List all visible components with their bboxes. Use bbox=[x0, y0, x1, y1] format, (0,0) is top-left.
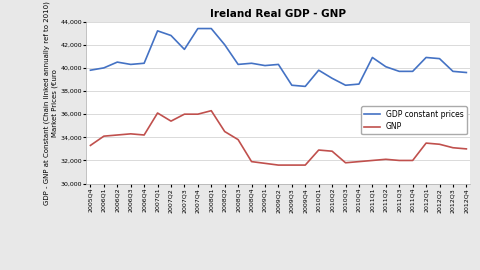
Line: GDP constant prices: GDP constant prices bbox=[90, 29, 467, 86]
GDP constant prices bbox=[114, 60, 120, 64]
GDP constant prices bbox=[316, 69, 322, 72]
GDP constant prices bbox=[141, 62, 147, 65]
GDP constant prices bbox=[343, 84, 348, 87]
GNP bbox=[396, 159, 402, 162]
GDP constant prices bbox=[249, 62, 254, 65]
GNP bbox=[249, 160, 254, 163]
GNP bbox=[141, 133, 147, 137]
GDP constant prices bbox=[370, 56, 375, 59]
GNP bbox=[262, 162, 268, 165]
GNP bbox=[128, 132, 133, 136]
GDP constant prices bbox=[396, 70, 402, 73]
GDP constant prices bbox=[262, 64, 268, 67]
GNP bbox=[114, 133, 120, 137]
GDP constant prices bbox=[464, 71, 469, 74]
GNP bbox=[329, 150, 335, 153]
GDP constant prices bbox=[87, 69, 93, 72]
GDP constant prices bbox=[289, 84, 295, 87]
GDP constant prices bbox=[329, 77, 335, 80]
GNP bbox=[276, 163, 281, 167]
GNP bbox=[222, 130, 228, 133]
GNP bbox=[316, 148, 322, 152]
GDP constant prices bbox=[155, 29, 160, 32]
GNP bbox=[101, 134, 107, 138]
GDP constant prices bbox=[423, 56, 429, 59]
Legend: GDP constant prices, GNP: GDP constant prices, GNP bbox=[361, 106, 467, 134]
GNP bbox=[383, 158, 389, 161]
GNP bbox=[181, 113, 187, 116]
GNP bbox=[356, 160, 362, 163]
Line: GNP: GNP bbox=[90, 111, 467, 165]
GNP bbox=[168, 120, 174, 123]
GDP constant prices bbox=[128, 63, 133, 66]
GDP constant prices bbox=[168, 34, 174, 37]
GDP constant prices bbox=[235, 63, 241, 66]
GDP constant prices bbox=[437, 57, 443, 60]
GDP constant prices bbox=[302, 85, 308, 88]
GDP constant prices bbox=[195, 27, 201, 30]
GNP bbox=[235, 138, 241, 141]
GNP bbox=[155, 112, 160, 115]
GNP bbox=[87, 144, 93, 147]
GNP bbox=[423, 141, 429, 145]
Y-axis label: GDP - GNP at Constant (Chain linked annually ref to 2010)
Market Prices (€uro: GDP - GNP at Constant (Chain linked annu… bbox=[44, 1, 58, 205]
GNP bbox=[208, 109, 214, 112]
GDP constant prices bbox=[222, 43, 228, 46]
GDP constant prices bbox=[410, 70, 416, 73]
GNP bbox=[289, 163, 295, 167]
GNP bbox=[195, 113, 201, 116]
GDP constant prices bbox=[181, 48, 187, 51]
GDP constant prices bbox=[276, 63, 281, 66]
GDP constant prices bbox=[208, 27, 214, 30]
GDP constant prices bbox=[450, 70, 456, 73]
GDP constant prices bbox=[356, 82, 362, 86]
GNP bbox=[464, 147, 469, 150]
GNP bbox=[302, 163, 308, 167]
GDP constant prices bbox=[383, 65, 389, 68]
GNP bbox=[370, 159, 375, 162]
Title: Ireland Real GDP - GNP: Ireland Real GDP - GNP bbox=[210, 9, 347, 19]
GNP bbox=[410, 159, 416, 162]
GDP constant prices bbox=[101, 66, 107, 69]
GNP bbox=[437, 143, 443, 146]
GNP bbox=[450, 146, 456, 149]
GNP bbox=[343, 161, 348, 164]
